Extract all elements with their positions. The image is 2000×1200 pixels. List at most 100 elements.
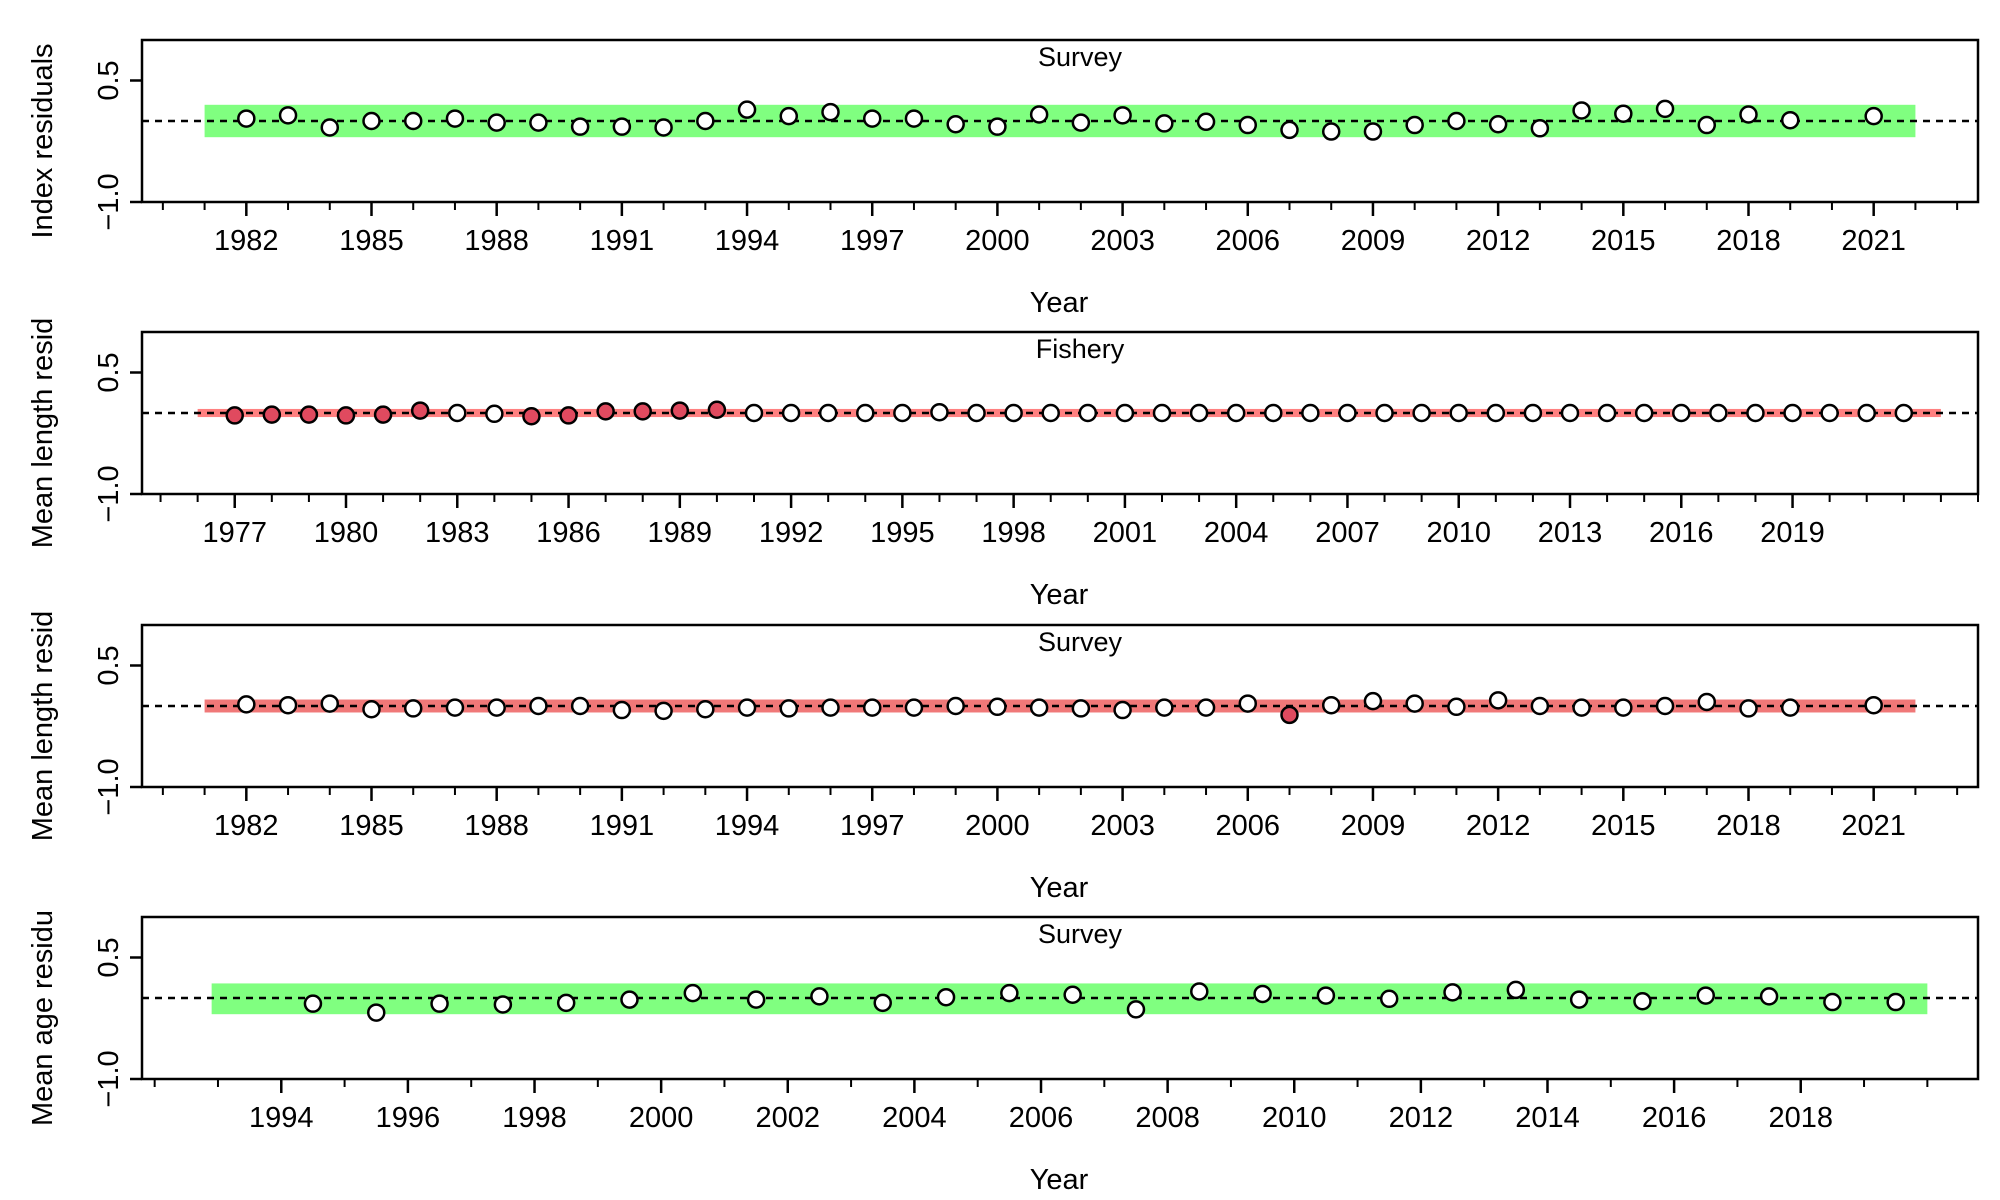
x-tick-label: 1995 bbox=[870, 517, 935, 549]
residual-point bbox=[904, 698, 924, 717]
residual-point bbox=[1614, 698, 1633, 717]
plot-frame bbox=[140, 38, 1980, 204]
x-tick-label: 2008 bbox=[1135, 1102, 1200, 1134]
residual-point bbox=[936, 987, 956, 1007]
residual-point bbox=[1820, 403, 1839, 423]
residual-point bbox=[967, 403, 986, 423]
x-tick-label: 2012 bbox=[1466, 810, 1531, 842]
residual-point bbox=[1196, 112, 1216, 132]
residual-point bbox=[299, 405, 319, 424]
residual-point bbox=[862, 109, 882, 128]
y-tick-label: −1.0 bbox=[93, 173, 125, 230]
x-tick-label: 2010 bbox=[1426, 517, 1491, 549]
x-tick-label: 2000 bbox=[965, 225, 1030, 257]
residual-point bbox=[654, 118, 673, 137]
residual-point bbox=[1696, 986, 1716, 1005]
residual-point bbox=[1405, 115, 1424, 135]
residual-point bbox=[1238, 694, 1258, 713]
x-tick-label: 2006 bbox=[1216, 810, 1281, 842]
y-axis-title: Mean length resid bbox=[27, 318, 59, 549]
x-tick-label: 2004 bbox=[1204, 517, 1269, 549]
residual-point bbox=[1672, 403, 1691, 423]
residual-point bbox=[1041, 403, 1060, 423]
residual-point bbox=[683, 983, 703, 1003]
x-tick-label: 2015 bbox=[1591, 225, 1656, 257]
residual-point bbox=[1196, 698, 1216, 717]
x-tick-label: 2006 bbox=[1009, 1102, 1074, 1134]
residual-point bbox=[1746, 403, 1765, 423]
residual-point bbox=[1569, 990, 1589, 1009]
residual-point bbox=[1633, 991, 1652, 1011]
x-tick-label: 1985 bbox=[339, 225, 404, 257]
residual-point bbox=[873, 993, 892, 1013]
x-tick-label: 1986 bbox=[536, 517, 601, 549]
residual-point bbox=[1864, 695, 1883, 715]
x-tick-label: 1985 bbox=[339, 810, 404, 842]
residual-point bbox=[1697, 115, 1717, 135]
residual-point bbox=[529, 113, 548, 132]
y-axis-title: Mean length resid bbox=[27, 611, 59, 842]
residual-point bbox=[620, 990, 639, 1009]
residual-point bbox=[1155, 114, 1174, 133]
residual-point bbox=[1697, 692, 1717, 712]
x-tick-label: 2010 bbox=[1262, 1102, 1327, 1134]
x-tick-label: 1992 bbox=[759, 517, 824, 549]
residual-point bbox=[1189, 403, 1209, 423]
residual-point bbox=[1572, 101, 1591, 120]
residual-point bbox=[737, 698, 757, 717]
x-tick-label: 2019 bbox=[1760, 517, 1825, 549]
residual-point bbox=[1113, 106, 1132, 125]
y-tick-label: −1.0 bbox=[93, 758, 125, 815]
residual-point bbox=[430, 994, 449, 1013]
residual-point bbox=[366, 1003, 386, 1022]
x-tick-label: 2018 bbox=[1768, 1102, 1833, 1134]
residual-point bbox=[1780, 698, 1800, 717]
x-tick-label: 1991 bbox=[590, 225, 655, 257]
residual-point bbox=[1363, 122, 1383, 141]
residual-point bbox=[988, 117, 1007, 136]
x-tick-label: 1994 bbox=[715, 810, 780, 842]
residual-point bbox=[1238, 115, 1258, 135]
residual-point bbox=[1447, 111, 1466, 131]
residual-point bbox=[1321, 695, 1341, 715]
residual-point bbox=[522, 406, 541, 426]
x-tick-label: 2009 bbox=[1341, 225, 1406, 257]
x-axis-title: Year bbox=[1030, 287, 1089, 319]
residual-point bbox=[1029, 698, 1049, 717]
residual-point bbox=[654, 701, 673, 721]
residual-point bbox=[744, 403, 764, 423]
residual-point bbox=[556, 993, 576, 1013]
x-tick-label: 2006 bbox=[1216, 225, 1281, 257]
plot-frame bbox=[140, 623, 1980, 789]
residual-point bbox=[1783, 403, 1802, 423]
residual-point bbox=[1886, 992, 1905, 1012]
residual-point bbox=[818, 403, 838, 423]
residual-point bbox=[410, 401, 430, 420]
plot-frame bbox=[140, 330, 1980, 496]
residual-point bbox=[1488, 691, 1508, 710]
residual-point bbox=[1486, 403, 1506, 423]
residual-point bbox=[1113, 700, 1132, 720]
residual-point bbox=[1572, 698, 1591, 717]
x-axis-title: Year bbox=[1030, 579, 1089, 611]
plot-frame bbox=[140, 915, 1980, 1081]
panel-title: Survey bbox=[1038, 919, 1123, 949]
x-axis-title: Year bbox=[1030, 872, 1089, 904]
x-tick-label: 1996 bbox=[376, 1102, 441, 1134]
residual-point bbox=[1449, 403, 1468, 423]
residual-point bbox=[746, 990, 766, 1009]
x-tick-label: 2013 bbox=[1538, 517, 1603, 549]
residual-point bbox=[1115, 403, 1135, 423]
residual-point bbox=[1190, 982, 1209, 1001]
residual-point bbox=[821, 102, 840, 122]
residual-point bbox=[1447, 697, 1466, 717]
residual-point bbox=[493, 995, 513, 1014]
residual-point bbox=[1253, 984, 1272, 1004]
x-tick-label: 1982 bbox=[214, 225, 279, 257]
x-tick-label: 2015 bbox=[1591, 810, 1656, 842]
x-tick-label: 2018 bbox=[1716, 225, 1781, 257]
residual-point bbox=[946, 114, 965, 134]
x-tick-label: 2021 bbox=[1841, 225, 1906, 257]
y-tick-label: −1.0 bbox=[93, 465, 125, 522]
